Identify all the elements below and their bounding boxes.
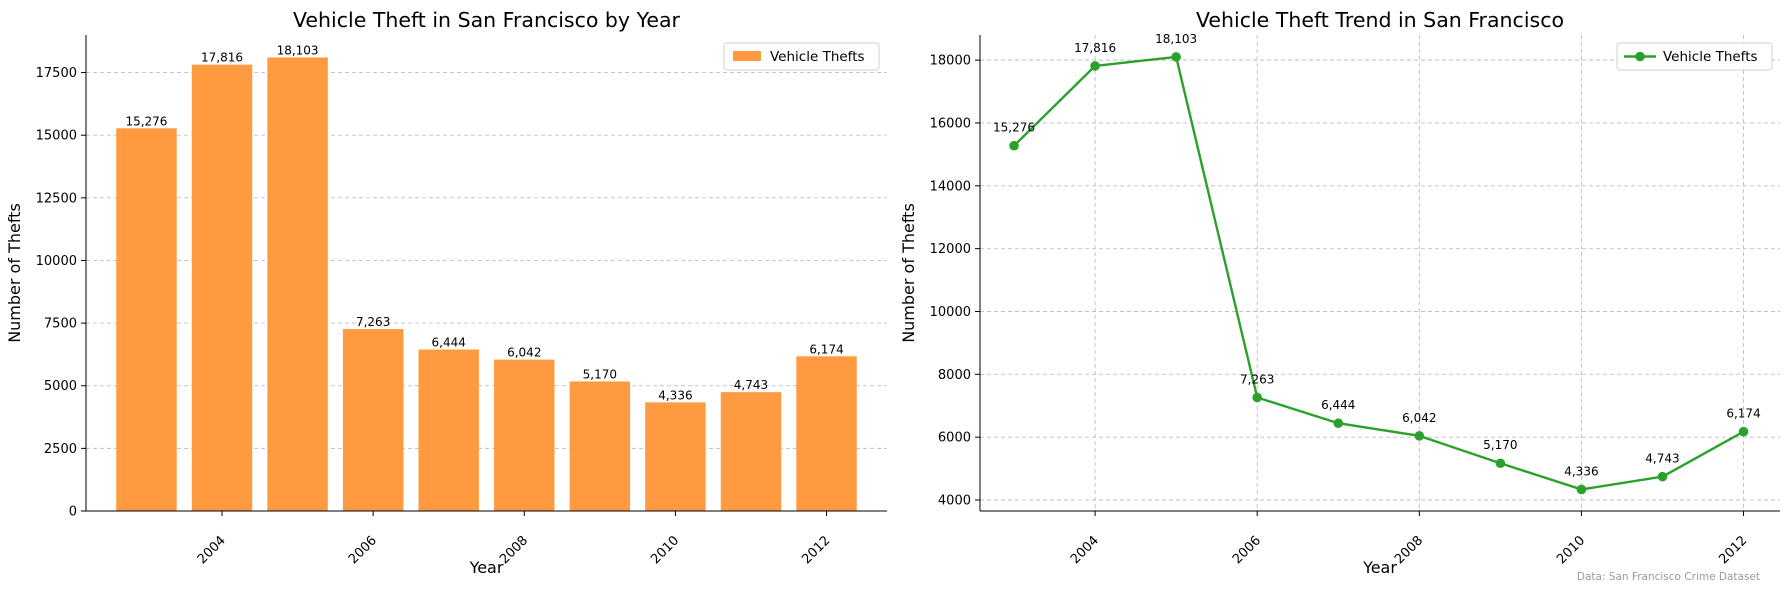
y-tick-label: 16000 (930, 116, 971, 131)
point-value-label: 15,276 (993, 121, 1035, 135)
y-axis-title: Number of Thefts (899, 203, 918, 343)
data-point-2012 (1738, 426, 1749, 437)
y-tick-label: 8000 (938, 368, 971, 383)
bar-2004 (191, 64, 253, 511)
x-axis-title: Year (469, 558, 504, 577)
bar-2005 (267, 57, 328, 512)
x-tick-label: 2010 (648, 533, 682, 567)
bar-2003 (116, 128, 177, 511)
legend-box (1616, 42, 1773, 71)
legend: Vehicle Thefts (723, 42, 880, 71)
x-tick-label: 2004 (1068, 533, 1102, 567)
data-point-2008 (1414, 431, 1425, 441)
point-value-label: 17,816 (1074, 41, 1116, 55)
x-tick-label: 2012 (799, 533, 833, 567)
bar-value-label: 5,170 (583, 367, 617, 381)
bar-value-label: 17,816 (201, 51, 243, 65)
bar-value-label: 18,103 (277, 43, 319, 57)
bar-value-label: 4,743 (734, 378, 768, 392)
bar-2008 (494, 359, 555, 511)
bar-2006 (342, 329, 404, 511)
bar-value-label: 4,336 (658, 388, 692, 402)
point-value-label: 4,743 (1645, 452, 1679, 466)
x-axis-title: Year (1362, 558, 1397, 577)
y-tick-label: 12500 (36, 191, 77, 206)
point-value-label: 6,444 (1321, 398, 1355, 412)
y-tick-label: 17500 (36, 66, 77, 81)
bar-value-label: 6,042 (507, 346, 541, 360)
x-tick-label: 2006 (1230, 533, 1264, 567)
data-point-2010 (1576, 484, 1587, 495)
data-point-2007 (1333, 418, 1344, 429)
y-tick-label: 10000 (36, 254, 77, 269)
x-tick-label: 2006 (346, 533, 380, 567)
legend-swatch-marker (1635, 51, 1645, 62)
point-value-label: 5,170 (1483, 438, 1517, 452)
bar-2011 (720, 392, 782, 511)
data-point-2003 (1009, 140, 1019, 151)
x-tick-label: 2010 (1554, 533, 1588, 567)
data-point-2009 (1495, 458, 1506, 469)
point-value-label: 7,263 (1240, 372, 1274, 386)
x-tick-label: 2004 (195, 533, 229, 567)
bar-2010 (645, 402, 706, 511)
legend-label: Vehicle Thefts (1663, 49, 1758, 65)
x-tick-label: 2012 (1716, 533, 1750, 567)
y-tick-label: 6000 (938, 431, 971, 446)
source-note: Data: San Francisco Crime Dataset (1576, 571, 1760, 583)
y-tick-label: 2500 (44, 442, 77, 457)
y-tick-label: 7500 (44, 317, 77, 332)
chart-title: Vehicle Theft in San Francisco by Year (293, 8, 681, 32)
legend-box (723, 42, 880, 71)
bar-value-label: 6,444 (432, 336, 466, 350)
point-value-label: 4,336 (1564, 464, 1598, 478)
bar-value-label: 7,263 (356, 315, 390, 329)
y-tick-label: 14000 (930, 179, 971, 194)
bar-chart: 15,276 17,816 18,103 7,263 6,444 6,042 5,170 4,… (5, 8, 887, 577)
point-value-label: 18,103 (1155, 32, 1197, 46)
y-tick-label: 18000 (930, 54, 971, 69)
legend: Vehicle Thefts (1616, 42, 1773, 71)
y-tick-label: 4000 (938, 494, 971, 509)
y-tick-label: 5000 (44, 379, 77, 394)
bar-2012 (796, 356, 857, 511)
point-value-label: 6,042 (1402, 411, 1436, 425)
bar-2007 (418, 349, 479, 511)
y-tick-label: 12000 (930, 242, 971, 257)
chart-title: Vehicle Theft Trend in San Francisco (1196, 8, 1564, 32)
point-value-label: 6,174 (1726, 407, 1760, 421)
data-point-2004 (1090, 61, 1100, 71)
line-chart: 15,276 17,816 18,103 7,263 6,444 6,042 5,170 4,… (899, 8, 1780, 577)
bar-2009 (569, 381, 631, 511)
data-point-2006 (1252, 392, 1263, 403)
y-tick-label: 0 (69, 505, 77, 520)
bar-value-label: 15,276 (125, 114, 167, 128)
y-axis-title: Number of Thefts (5, 203, 24, 343)
legend-swatch (733, 51, 761, 61)
bar-value-label: 6,174 (809, 342, 843, 356)
data-point-2005 (1171, 52, 1181, 62)
y-tick-label: 10000 (930, 305, 971, 320)
series-line-vehicle-thefts (1013, 55, 1745, 491)
y-tick-label: 15000 (36, 129, 77, 144)
data-point-2011 (1657, 471, 1668, 482)
legend-label: Vehicle Thefts (770, 49, 865, 65)
x-tick-label: 2008 (1392, 533, 1426, 567)
